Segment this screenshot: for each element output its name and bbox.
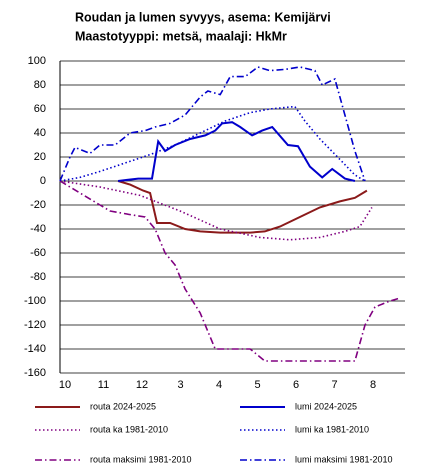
y-tick-label: -60 — [30, 247, 46, 259]
y-tick-label: -140 — [24, 343, 46, 355]
legend-label: lumi ka 1981-2010 — [295, 424, 369, 434]
y-tick-label: 40 — [34, 127, 46, 139]
y-tick-label: -160 — [24, 367, 46, 379]
y-tick-label: 20 — [34, 151, 46, 163]
y-tick-label: 80 — [34, 79, 46, 91]
x-tick-label: 12 — [136, 379, 148, 391]
legend-label: routa maksimi 1981-2010 — [90, 454, 192, 464]
y-tick-label: -40 — [30, 223, 46, 235]
y-tick-label: -20 — [30, 199, 46, 211]
x-tick-label: 6 — [293, 379, 299, 391]
series-line — [59, 105, 366, 182]
x-tick-label: 11 — [98, 379, 109, 391]
chart-title: Roudan ja lumen syvyys, asema: Kemijärvi — [75, 10, 331, 24]
legend-label: routa 2024-2025 — [90, 401, 156, 411]
series-line — [117, 180, 368, 234]
x-tick-label: 4 — [216, 379, 222, 391]
x-tick-label: 3 — [177, 379, 183, 391]
y-tick-label: -80 — [30, 271, 46, 283]
x-tick-label: 10 — [59, 379, 71, 391]
legend-label: lumi 2024-2025 — [295, 401, 357, 411]
chart-subtitle: Maastotyyppi: metsä, maalaji: HkMr — [75, 29, 287, 43]
legend-label: routa ka 1981-2010 — [90, 424, 168, 434]
series-line — [59, 180, 399, 362]
legend-label: lumi maksimi 1981-2010 — [295, 454, 393, 464]
y-tick-label: 0 — [40, 175, 46, 187]
y-tick-label: 60 — [34, 103, 46, 115]
y-tick-label: -100 — [24, 295, 46, 307]
series-line — [59, 180, 373, 241]
series-line — [117, 121, 356, 182]
x-tick-label: 7 — [331, 379, 337, 391]
x-tick-label: 8 — [370, 379, 376, 391]
series-line — [59, 66, 366, 182]
y-tick-label: 100 — [28, 55, 46, 67]
x-tick-label: 5 — [254, 379, 260, 391]
y-tick-label: -120 — [24, 319, 46, 331]
